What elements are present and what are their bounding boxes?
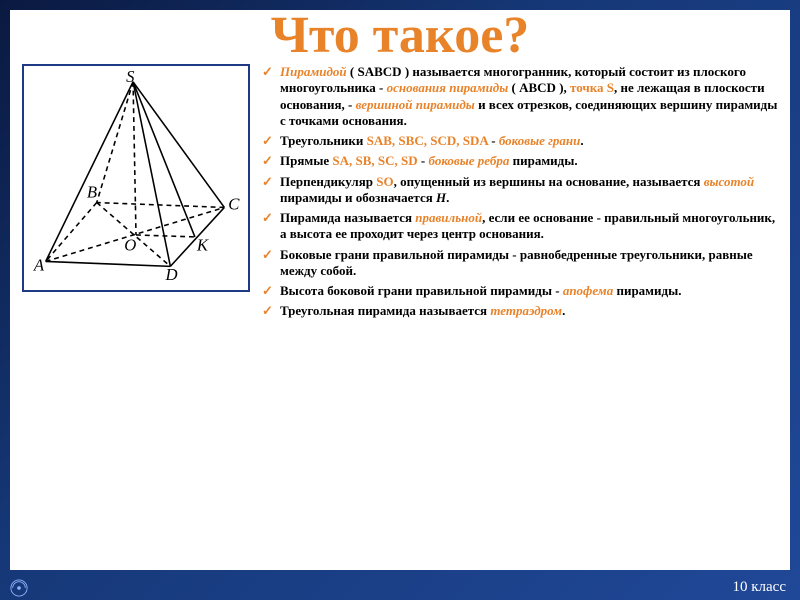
list-item: Пирамида называется правильной, если ее … [262, 210, 778, 243]
list-item: Треугольная пирамида называется тетраэдр… [262, 303, 778, 319]
list-item: Пирамидой ( SABCD ) называется многогран… [262, 64, 778, 129]
svg-text:S: S [126, 70, 135, 86]
svg-text:O: O [124, 236, 136, 255]
list-item: Перпендикуляр SO, опущенный из вершины н… [262, 174, 778, 207]
bullet-list: Пирамидой ( SABCD ) называется многогран… [262, 64, 778, 324]
svg-text:B: B [87, 183, 97, 202]
list-item: Прямые SA, SB, SC, SD - боковые ребра пи… [262, 153, 778, 169]
svg-text:K: K [196, 236, 209, 255]
pyramid-figure: S A B C D O K [22, 64, 250, 292]
slide-title: Что такое? [22, 10, 778, 62]
footer-text: 10 класс [733, 579, 787, 596]
svg-text:C: C [228, 194, 240, 213]
list-item: Боковые грани правильной пирамиды - равн… [262, 247, 778, 280]
logo-icon [10, 579, 28, 597]
svg-text:D: D [164, 265, 177, 284]
list-item: Треугольники SAB, SBC, SCD, SDA - боковы… [262, 133, 778, 149]
slide-background: Что такое? [0, 0, 800, 600]
svg-text:A: A [33, 255, 45, 274]
content-frame: Что такое? [10, 10, 790, 570]
body-row: S A B C D O K Пирамидой ( SABCD ) называ… [22, 64, 778, 324]
figure-column: S A B C D O K [22, 64, 250, 324]
list-item: Высота боковой грани правильной пирамиды… [262, 283, 778, 299]
